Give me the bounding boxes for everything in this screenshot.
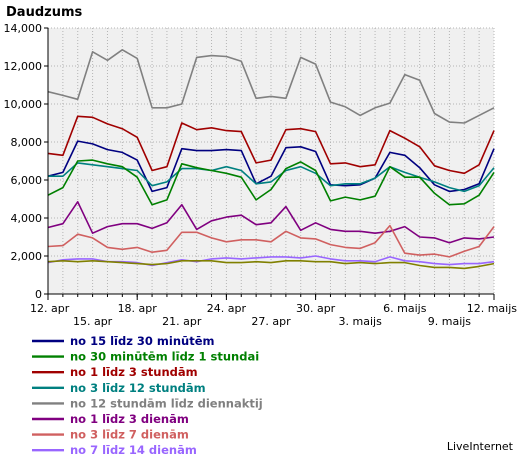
series-line-1 bbox=[47, 140, 495, 193]
legend-label: no 3 līdz 12 stundām bbox=[70, 381, 206, 395]
y-tick-label: 8,000 bbox=[11, 136, 43, 149]
y-tick-label: 6,000 bbox=[11, 174, 43, 187]
series-line-5 bbox=[47, 48, 495, 124]
x-tick-label: 15. apr bbox=[73, 315, 113, 328]
x-tick-label: 21. apr bbox=[162, 315, 202, 328]
series-line-2 bbox=[47, 159, 495, 206]
x-tick-label: 30. apr bbox=[296, 302, 336, 315]
legend-label: no 15 līdz 30 minūtēm bbox=[70, 334, 215, 348]
y-axis: 0 2,000 4,000 6,000 8,000 10,000 12,000 14,000 bbox=[4, 22, 48, 301]
x-tick-label: 27. apr bbox=[251, 315, 291, 328]
legend-label: no 1 līdz 3 dienām bbox=[70, 412, 189, 426]
series-line-8 bbox=[47, 255, 495, 267]
series-lines bbox=[47, 48, 495, 270]
brand-label: LiveInternet bbox=[447, 440, 514, 453]
x-tick-label: 18. apr bbox=[118, 302, 158, 315]
chart-title: Daudzums bbox=[6, 5, 82, 20]
series-line-6 bbox=[47, 201, 495, 244]
legend-label: no 30 minūtēm līdz 1 stundai bbox=[70, 350, 259, 364]
legend-label: no 7 līdz 14 dienām bbox=[70, 443, 197, 457]
legend-label: no 1 līdz 3 stundām bbox=[70, 365, 198, 379]
y-tick-label: 12,000 bbox=[4, 60, 43, 73]
series-line-3 bbox=[47, 115, 495, 175]
x-tick-label: 9. maijs bbox=[428, 315, 472, 328]
legend: no 15 līdz 30 minūtēm no 30 minūtēm līdz … bbox=[32, 334, 263, 457]
x-tick-label: 6. maijs bbox=[383, 302, 427, 315]
y-tick-label: 4,000 bbox=[11, 212, 43, 225]
x-axis: 12. apr 18. apr 24. apr 30. apr 6. maijs 12. … bbox=[30, 294, 517, 328]
x-tick-label: 3. maijs bbox=[339, 315, 383, 328]
x-tick-label: 12. maijs bbox=[467, 302, 518, 315]
series-line-7 bbox=[47, 224, 495, 258]
x-tick-label: 24. apr bbox=[207, 302, 247, 315]
legend-label: no 3 līdz 7 dienām bbox=[70, 428, 189, 442]
legend-label: no 12 stundām līdz diennaktij bbox=[70, 396, 263, 410]
y-tick-label: 10,000 bbox=[4, 98, 43, 111]
y-tick-label: 14,000 bbox=[4, 22, 43, 35]
series-line-9 bbox=[47, 259, 495, 270]
y-tick-label: 2,000 bbox=[11, 250, 43, 263]
x-tick-label: 12. apr bbox=[30, 302, 70, 315]
y-tick-label: 0 bbox=[35, 288, 42, 301]
